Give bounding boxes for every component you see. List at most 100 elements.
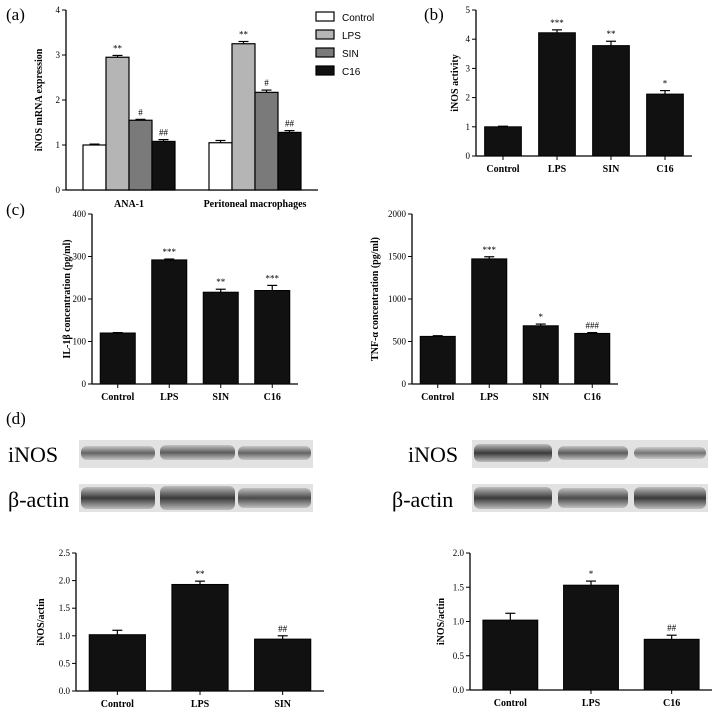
chart-a-ylabel: iNOS mRNA expression — [34, 48, 45, 151]
panel-label-b: (b) — [424, 5, 444, 24]
chart-c2-significance-label: *** — [483, 245, 497, 255]
chart-b-category-label: C16 — [656, 164, 673, 175]
chart-d2-ylabel: iNOS/actin — [436, 597, 447, 645]
chart-d1-bar — [254, 638, 312, 692]
chart-c1-significance-label: *** — [163, 247, 177, 257]
chart-c1-bar — [202, 291, 239, 385]
chart-a-bar — [128, 119, 153, 191]
chart-c2-bar — [522, 325, 559, 385]
panel-label-a: (a) — [6, 5, 25, 24]
chart-c1-bar — [151, 259, 188, 385]
chart-a-ytick-label: 3 — [56, 50, 61, 60]
chart-d1-category-label: LPS — [191, 699, 210, 709]
blot-band — [238, 488, 311, 508]
chart-c1-ytick-label: 100 — [73, 337, 87, 347]
chart-d2-bar — [482, 619, 539, 691]
chart-a-significance-label: ## — [285, 119, 295, 129]
blot-band — [81, 446, 155, 460]
legend-swatch — [315, 65, 335, 76]
blot-band — [160, 445, 235, 460]
chart-d1-ytick-label: 1.0 — [59, 631, 71, 641]
chart-c2-category-label: LPS — [480, 392, 499, 403]
chart-d1-significance-label: ** — [196, 569, 206, 579]
chart-d2-category-label: Control — [494, 698, 527, 709]
blot-band — [558, 446, 628, 460]
chart-b-bar — [592, 45, 630, 157]
chart-d2-ytick-label: 0.0 — [453, 685, 465, 695]
chart-a-bar — [151, 140, 176, 191]
chart-d1-category-label: SIN — [274, 699, 291, 709]
blot-band — [160, 486, 235, 510]
blot-band — [238, 446, 311, 460]
chart-b-bar — [538, 32, 576, 157]
chart-b-ytick-label: 0 — [466, 151, 471, 161]
chart-a-ytick-label: 4 — [56, 5, 61, 15]
legend-label: Control — [342, 13, 374, 24]
chart-a-category-label: ANA-1 — [114, 199, 144, 210]
chart-d2-ytick-label: 2.0 — [453, 548, 465, 558]
chart-a-bar — [208, 142, 233, 191]
chart-b-significance-label: *** — [550, 18, 564, 28]
chart-c2-category-label: Control — [421, 392, 454, 403]
chart-c1-ytick-label: 300 — [73, 252, 87, 262]
chart-c1-significance-label: *** — [266, 273, 280, 283]
chart-b-ytick-label: 1 — [466, 122, 471, 132]
chart-c2-ytick-label: 0 — [402, 379, 407, 389]
chart-d1-category-label: Control — [101, 699, 134, 709]
chart-c1-category-label: C16 — [264, 392, 281, 403]
chart-c2-bar — [471, 258, 508, 385]
chart-d1-bar — [88, 634, 146, 692]
blot-band — [634, 447, 706, 459]
legend-label: C16 — [342, 67, 361, 78]
blot-right-inos-label: iNOS — [408, 442, 458, 467]
chart-c1-category-label: Control — [101, 392, 134, 403]
legend-swatch — [315, 47, 335, 58]
chart-b-significance-label: ** — [607, 29, 617, 39]
chart-a-significance-label: # — [138, 107, 143, 117]
chart-a-significance-label: ** — [113, 43, 123, 53]
chart-d2-ytick-label: 1.5 — [453, 582, 465, 592]
blot-right: iNOS β-actin — [392, 440, 708, 512]
chart-c2-bar — [574, 332, 611, 385]
chart-a-ytick-label: 2 — [56, 95, 61, 105]
chart-d1-ytick-label: 1.5 — [59, 603, 71, 613]
chart-a-bar — [82, 144, 107, 191]
chart-b-significance-label: * — [663, 79, 668, 89]
legend-swatch — [315, 29, 335, 40]
panel-label-c: (c) — [6, 200, 25, 219]
chart-b-ytick-label: 2 — [466, 93, 471, 103]
chart-a-ytick-label: 1 — [56, 140, 61, 150]
chart-c1-category-label: LPS — [160, 392, 179, 403]
chart-c2-category-label: C16 — [584, 392, 601, 403]
chart-d2-ytick-label: 1.0 — [453, 617, 465, 627]
chart-c1-bar — [99, 332, 136, 385]
chart-c1-ytick-label: 0 — [82, 379, 87, 389]
chart-c2-ytick-label: 1500 — [388, 252, 407, 262]
chart-d-right-inos-actin: 0.0 0.5 1.0 1.5 2.0 iNOS/actin Control * LPS ## C1… — [436, 548, 712, 709]
chart-c2-ytick-label: 1000 — [388, 294, 407, 304]
chart-d1-ytick-label: 2.0 — [59, 576, 71, 586]
chart-c1-category-label: SIN — [212, 392, 229, 403]
chart-b-bar — [646, 93, 684, 157]
blot-left: iNOS β-actin — [8, 440, 313, 512]
chart-d1-ytick-label: 0.0 — [59, 686, 71, 696]
chart-c2-significance-label: * — [539, 312, 544, 322]
chart-a-significance-label: ** — [239, 30, 249, 40]
chart-a-ytick-label: 0 — [56, 185, 61, 195]
chart-c2-significance-label: ### — [586, 321, 600, 331]
chart-d1-ytick-label: 2.5 — [59, 548, 71, 558]
chart-d2-bar — [563, 584, 619, 691]
blot-left-inos-label: iNOS — [8, 442, 58, 467]
chart-b-category-label: Control — [486, 164, 519, 175]
chart-a-significance-label: ## — [159, 128, 169, 138]
chart-c-tnfa: 0 500 1000 1500 2000 TNF-α concentration (pg/… — [370, 209, 618, 403]
chart-c-il1b: 0 100 200 300 400 IL-1β concentration (pg/ml)… — [62, 209, 298, 403]
chart-c1-bar — [254, 290, 291, 385]
chart-a-category-label: Peritoneal macrophages — [204, 199, 307, 210]
chart-b-bar — [484, 126, 522, 157]
chart-a-bar — [105, 56, 130, 191]
chart-a-bar — [277, 131, 302, 191]
chart-b-ytick-label: 4 — [466, 34, 471, 44]
